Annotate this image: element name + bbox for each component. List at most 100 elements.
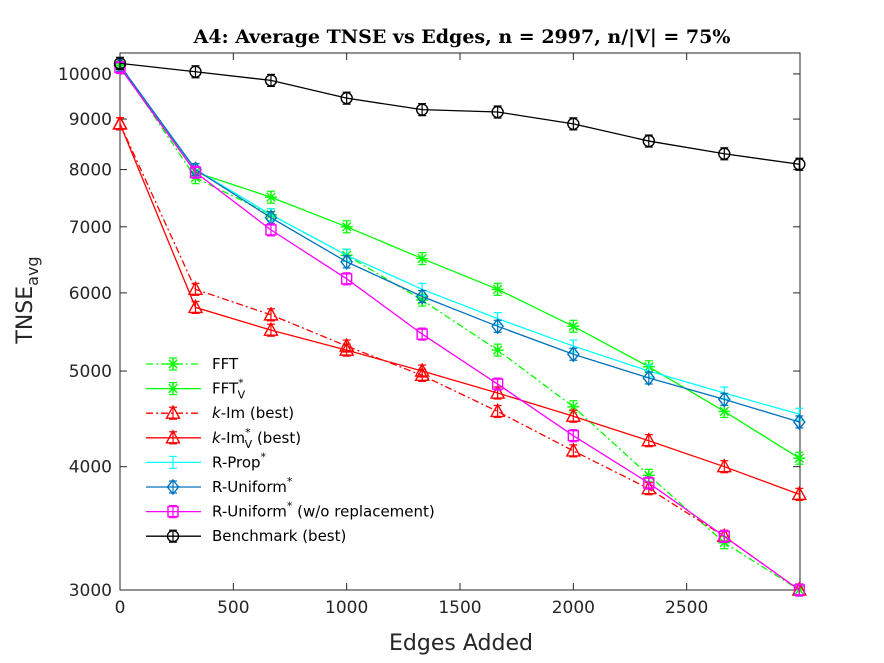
error-bar: [342, 343, 351, 357]
error-bar: [795, 487, 804, 501]
error-bar: [342, 272, 351, 286]
series-6: [114, 60, 806, 597]
data-point: [717, 391, 731, 408]
data-point: [793, 158, 806, 171]
legend-error-bar: [169, 406, 177, 420]
error-bar: [569, 409, 578, 423]
error-bar: [116, 117, 124, 131]
legend-entry: k-Im (best): [146, 404, 294, 422]
x-tick-label: 1000: [325, 598, 368, 618]
legend-marker: [167, 358, 179, 370]
data-point: [567, 320, 580, 333]
data-point: [189, 65, 202, 78]
legend-entry: FFT: [146, 355, 239, 373]
data-point: [416, 328, 428, 340]
error-bar: [266, 308, 275, 322]
legend-label: R-Prop*: [212, 450, 267, 471]
legend-marker: [166, 530, 180, 543]
data-point: [264, 74, 278, 87]
data-point: [489, 384, 506, 399]
error-bar: [191, 165, 200, 179]
axes: 0 500 1000 1500 2000 2500 3000 4000 5000 6000 7000…: [58, 52, 801, 618]
legend-marker: [166, 478, 180, 496]
series-line-5: [119, 65, 800, 423]
data-point: [415, 103, 429, 116]
data-point: [491, 318, 505, 335]
data-point: [716, 458, 732, 473]
legend-entry: R-Prop*: [146, 450, 267, 471]
error-bar: [720, 529, 729, 543]
data-point: [112, 115, 128, 130]
data-point: [565, 442, 582, 457]
data-point: [414, 366, 430, 382]
error-bar: [266, 323, 275, 337]
x-tick-label: 0: [115, 598, 126, 618]
series-1: [114, 58, 806, 465]
x-tick-label: 2500: [665, 598, 708, 618]
legend-entry: FFT* V: [146, 377, 246, 402]
data-point: [489, 402, 506, 418]
data-point: [567, 117, 580, 131]
error-bar: [191, 300, 200, 315]
error-bar: [191, 282, 200, 296]
y-tick-label: 4000: [69, 458, 112, 478]
data-point: [189, 166, 202, 178]
error-bar: [569, 429, 578, 443]
data-point: [491, 378, 504, 390]
legend: FFT FFT* V k-Im (best) k-Im* V (best)R-Prop* R…: [146, 355, 435, 545]
x-tick-label: 500: [217, 598, 249, 618]
series-line-1: [119, 65, 800, 459]
x-axis-label: Edges Added: [389, 631, 533, 656]
y-tick-label: 8000: [69, 161, 112, 181]
series-line-3: [119, 123, 800, 495]
series-line-2: [119, 123, 800, 591]
data-point: [416, 252, 429, 265]
legend-error-bar: [169, 455, 177, 469]
legend-marker: [167, 505, 179, 518]
legend-entry: R-Uniform*: [146, 475, 293, 496]
data-point: [415, 288, 429, 305]
data-point: [187, 280, 204, 296]
data-point: [414, 362, 430, 377]
series-line-7: [119, 62, 800, 165]
y-tick-label: 7000: [69, 218, 112, 238]
data-point: [264, 191, 277, 204]
series-line-4: [119, 65, 800, 415]
data-point: [340, 273, 353, 285]
data-point: [187, 298, 204, 314]
y-tick-label: 3000: [69, 581, 112, 601]
legend-entry: k-Im* V (best): [146, 426, 301, 451]
data-point: [263, 321, 279, 336]
data-point: [792, 413, 806, 431]
data-point: [793, 452, 806, 465]
error-bar: [418, 327, 427, 341]
y-tick-label: 5000: [69, 362, 112, 382]
data-point: [113, 57, 127, 70]
legend-label: R-Uniform*: [212, 475, 293, 496]
series-5: [113, 57, 806, 431]
series-layer: [112, 56, 807, 597]
x-tick-label: 1500: [438, 598, 481, 618]
data-point: [340, 253, 354, 271]
x-tick-label: 2000: [552, 598, 595, 618]
y-tick-label: 9000: [69, 110, 112, 130]
data-point: [791, 485, 807, 501]
legend-marker: [165, 429, 181, 444]
legend-marker: [165, 404, 181, 419]
data-point: [491, 344, 504, 357]
y-tick-label: 10000: [58, 65, 112, 85]
series-line-6: [119, 67, 800, 591]
legend-label: Benchmark (best): [212, 527, 346, 545]
series-7: [113, 56, 806, 171]
error-bar: [266, 223, 275, 237]
legend-entry: R-Uniform* (w/o replacement): [146, 500, 435, 521]
data-point: [491, 283, 504, 296]
error-bar: [418, 364, 427, 378]
data-point: [643, 477, 655, 489]
data-point: [340, 91, 353, 105]
legend-entry: Benchmark (best): [146, 527, 346, 545]
error-bar: [493, 404, 502, 419]
legend-label: R-Uniform* (w/o replacement): [212, 500, 435, 521]
legend-error-bar: [169, 505, 177, 519]
